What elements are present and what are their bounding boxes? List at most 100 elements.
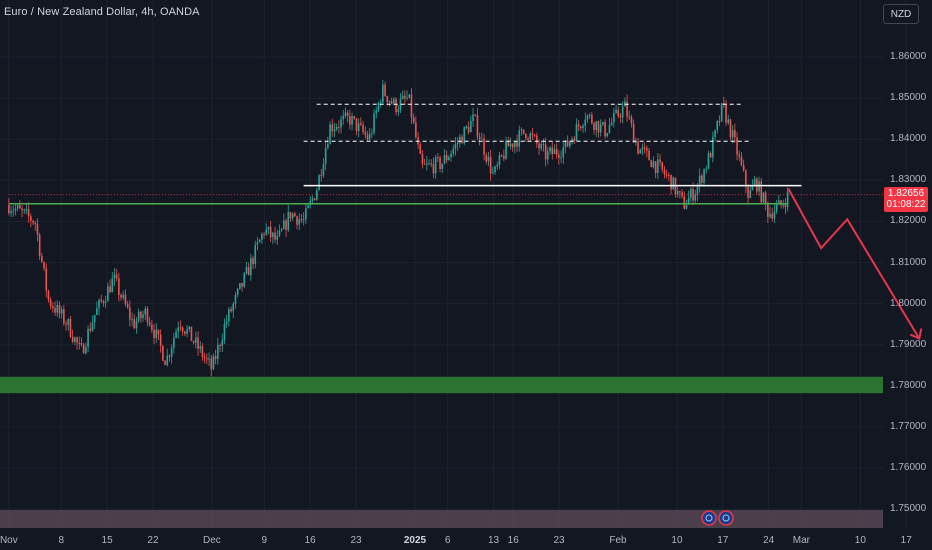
candle-body (298, 219, 301, 225)
candle-body (632, 123, 635, 143)
candle-body (104, 301, 107, 303)
candle-body (428, 163, 430, 165)
candle-body (78, 342, 81, 344)
candle-body (564, 140, 567, 148)
time-tick-label: 24 (763, 535, 775, 546)
candle-body (144, 308, 147, 315)
candle-body (399, 98, 402, 110)
candle-body (335, 126, 338, 130)
candle-body (536, 135, 538, 144)
event-icon-2[interactable] (718, 510, 734, 526)
candle-body (197, 337, 199, 349)
candle-body (762, 192, 765, 203)
candle-body (454, 143, 457, 149)
candle-body (729, 119, 732, 138)
time-tick-label: Nov (0, 535, 18, 546)
candle-body (173, 337, 175, 348)
candle-body (639, 149, 642, 154)
candle-body (707, 153, 710, 169)
candle-body (355, 118, 358, 131)
candle-body (478, 136, 481, 140)
event-icon-1[interactable] (701, 510, 717, 526)
candle-body (151, 324, 153, 330)
candle-body (225, 321, 228, 324)
candle-body (115, 274, 118, 279)
candle-body (346, 112, 349, 116)
candle-body (384, 84, 386, 96)
candle-body (14, 208, 17, 211)
candle-body (745, 170, 747, 187)
candle-body (157, 329, 160, 335)
candle-body (274, 232, 276, 240)
candle-body (23, 209, 26, 211)
candle-body (71, 336, 74, 342)
candle-body (100, 299, 103, 302)
projection-arrowhead (909, 328, 923, 340)
candle-body (760, 181, 763, 203)
candle-body (340, 119, 342, 128)
time-tick-label: 23 (350, 535, 362, 546)
candle-body (120, 295, 122, 298)
candle-body (164, 360, 166, 366)
candle-body (437, 157, 439, 159)
candle-body (487, 156, 490, 162)
candle-body (529, 133, 532, 140)
candle-body (687, 197, 690, 205)
candle-body (201, 346, 204, 358)
candle-body (654, 161, 657, 173)
candle-body (712, 136, 714, 158)
candle-body (560, 157, 562, 159)
candle-body (357, 123, 360, 131)
time-tick-label: 6 (444, 535, 451, 546)
candle-body (85, 347, 87, 354)
candle-body (338, 126, 340, 128)
candle-body (496, 164, 499, 167)
candle-body (569, 141, 571, 147)
candle-body (751, 185, 754, 191)
candle-body (778, 200, 780, 205)
candle-body (329, 124, 331, 145)
candle-body (661, 162, 664, 170)
price-tick-label: 1.81000 (890, 256, 927, 268)
candle-body (107, 286, 109, 302)
candle-body (166, 355, 169, 366)
time-tick-label: 22 (147, 535, 159, 546)
candle-body (124, 294, 127, 305)
price-tick-label: 1.85000 (890, 92, 927, 104)
candle-body (670, 174, 672, 190)
time-tick-label: 23 (553, 535, 565, 546)
candle-body (782, 205, 785, 207)
candle-body (740, 156, 743, 165)
candle-body (316, 190, 318, 200)
candle-body (764, 192, 767, 204)
candle-body (489, 156, 492, 174)
candle-body (679, 191, 681, 193)
candle-body (580, 126, 582, 128)
candle-body (129, 307, 131, 320)
projection-path[interactable] (787, 188, 921, 340)
candle-body (203, 357, 206, 359)
candle-body (769, 213, 771, 217)
candle-body (731, 130, 734, 138)
candle-body (558, 154, 560, 158)
currency-button[interactable]: NZD (883, 4, 919, 24)
candle-body (709, 153, 712, 158)
candle-body (467, 126, 470, 133)
candle-body (509, 143, 512, 147)
candle-body (221, 340, 224, 347)
candle-body (646, 148, 648, 151)
candle-body (549, 147, 551, 152)
candle-body (472, 114, 474, 122)
demand-zone[interactable] (0, 376, 883, 394)
candle-body (393, 98, 395, 104)
candle-body (404, 95, 406, 99)
candle-body (289, 212, 292, 219)
candle-body (483, 138, 485, 155)
candle-body (91, 322, 94, 331)
candle-body (507, 140, 510, 147)
candle-body (610, 122, 613, 126)
candle-body (463, 127, 466, 144)
candle-body (727, 119, 730, 123)
candle-body (652, 161, 655, 168)
